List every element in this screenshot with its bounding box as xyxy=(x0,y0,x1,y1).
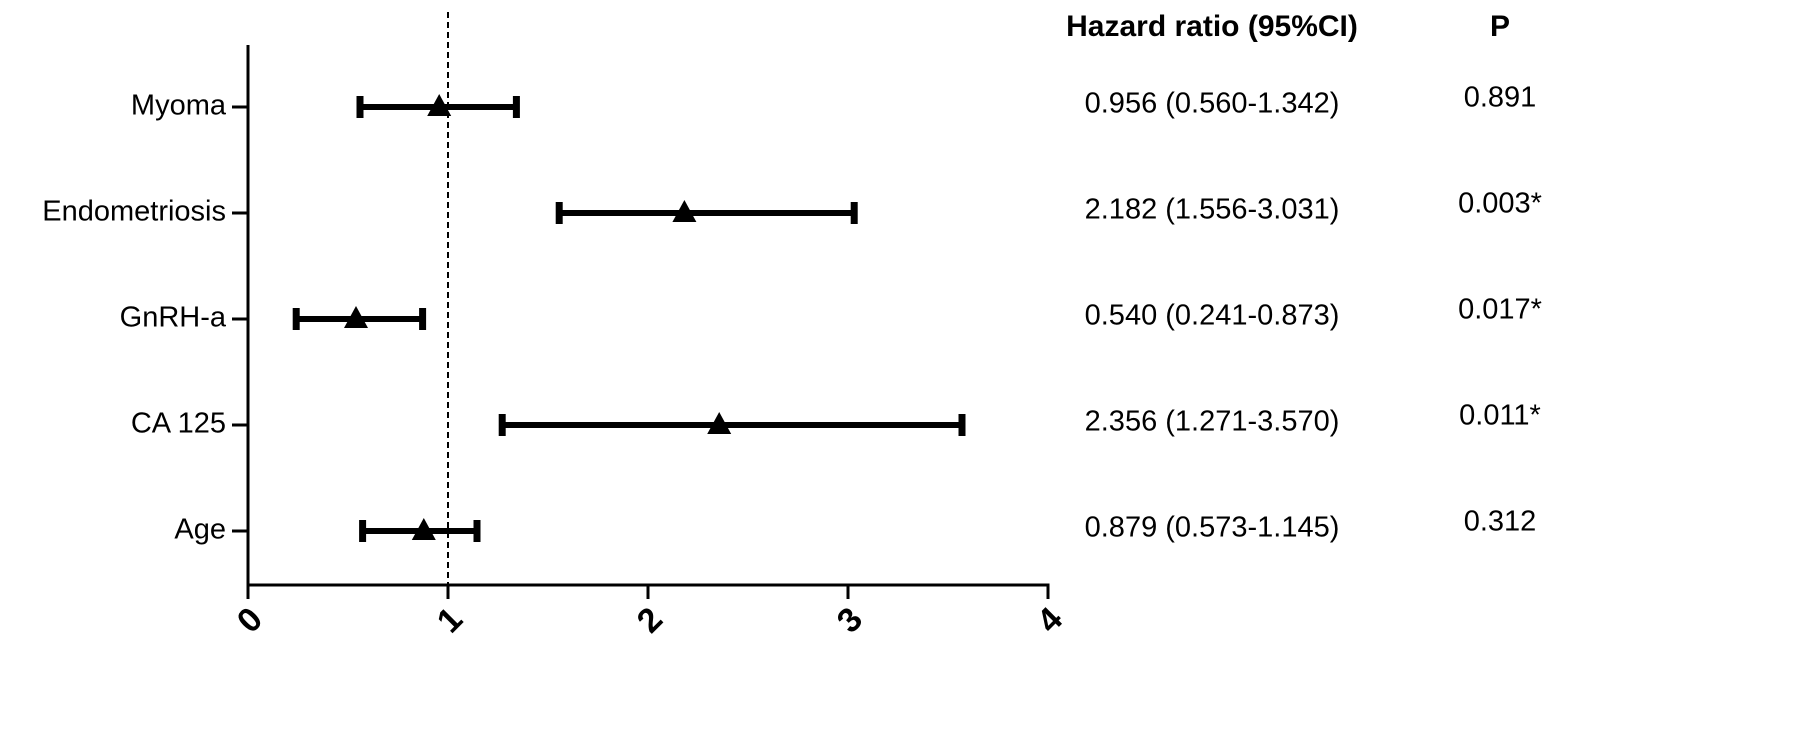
p-value: 0.017* xyxy=(1458,294,1542,326)
column-header: P xyxy=(1490,10,1510,43)
x-tick-label: 3 xyxy=(830,600,870,640)
x-tick-label: 0 xyxy=(230,600,270,640)
y-tick-label: Age xyxy=(174,514,226,546)
x-tick-label: 2 xyxy=(630,600,670,640)
hr-label: 0.540 (0.241-0.873) xyxy=(1085,300,1340,332)
x-tick-label: 4 xyxy=(1030,600,1070,640)
y-tick-label: GnRH-a xyxy=(120,302,227,334)
hr-label: 2.182 (1.556-3.031) xyxy=(1085,194,1340,226)
p-value: 0.312 xyxy=(1464,506,1537,538)
y-tick-label: CA 125 xyxy=(131,408,226,440)
p-value: 0.003* xyxy=(1458,188,1542,220)
column-header: Hazard ratio (95%CI) xyxy=(1066,10,1358,43)
point-estimate xyxy=(427,94,452,116)
y-tick-label: Myoma xyxy=(131,90,227,122)
point-estimate xyxy=(707,412,732,434)
point-estimate xyxy=(344,306,368,328)
x-tick-label: 1 xyxy=(430,600,470,640)
point-estimate xyxy=(411,518,436,540)
y-tick-label: Endometriosis xyxy=(42,196,226,228)
hr-label: 0.956 (0.560-1.342) xyxy=(1085,88,1340,120)
hr-label: 2.356 (1.271-3.570) xyxy=(1085,406,1340,438)
p-value: 0.891 xyxy=(1464,82,1537,114)
point-estimate xyxy=(672,200,697,222)
hr-label: 0.879 (0.573-1.145) xyxy=(1085,512,1340,544)
p-value: 0.011* xyxy=(1459,400,1541,432)
